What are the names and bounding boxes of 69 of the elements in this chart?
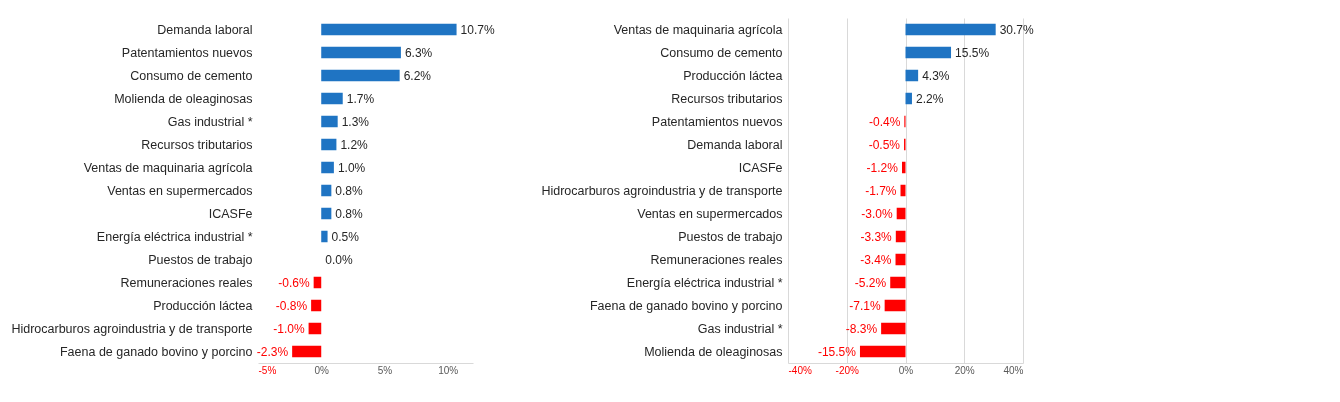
- data-label: 6.3%: [404, 45, 433, 60]
- x-tick-label: 0%: [898, 364, 914, 376]
- x-tick-label: -20%: [835, 364, 860, 376]
- y-tick-label: Demanda laboral: [157, 22, 253, 37]
- y-tick-label: Hidrocarburos agroindustria y de transporte: [541, 183, 783, 198]
- x-tick-label: 10%: [438, 364, 459, 376]
- x-tick-label: 5%: [377, 364, 393, 376]
- data-label: -3.0%: [861, 206, 894, 221]
- y-tick-label: Puestos de trabajo: [678, 229, 783, 244]
- y-tick-label: Faena de ganado bovino y porcino: [589, 298, 783, 313]
- y-tick-label: Consumo de cemento: [660, 45, 783, 60]
- y-tick-label: Patentamientos nuevos: [121, 45, 253, 60]
- data-label: 4.3%: [922, 68, 950, 83]
- y-tick-label: Demanda laboral: [687, 137, 783, 152]
- data-label: 0.8%: [335, 183, 364, 198]
- y-tick-label: Molienda de oleaginosas: [114, 91, 253, 106]
- y-tick-label: ICASFe: [208, 206, 253, 221]
- y-tick-label: Gas industrial *: [167, 114, 253, 129]
- x-tick-label: 20%: [954, 364, 975, 376]
- data-label: -0.5%: [868, 137, 901, 152]
- y-tick-label: Producción láctea: [153, 298, 253, 313]
- data-label: -1.2%: [866, 160, 899, 175]
- y-tick-label: Patentamientos nuevos: [651, 114, 783, 129]
- y-tick-label: Recursos tributarios: [671, 91, 783, 106]
- y-tick-label: Energía eléctrica industrial *: [626, 275, 783, 290]
- x-tick-label: 0%: [314, 364, 330, 376]
- y-tick-label: Hidrocarburos agroindustria y de transporte: [11, 321, 253, 336]
- y-tick-label: Remuneraciones reales: [650, 252, 783, 267]
- data-label: 0.8%: [335, 206, 364, 221]
- data-label: -1.0%: [273, 321, 305, 336]
- data-label: -8.3%: [845, 321, 878, 336]
- data-label: 30.7%: [999, 22, 1035, 37]
- data-label: -3.4%: [860, 252, 892, 267]
- data-label: 1.7%: [346, 91, 375, 106]
- data-label: 2.2%: [915, 91, 944, 106]
- y-tick-label: Faena de ganado bovino y porcino: [59, 344, 253, 359]
- data-label: -0.8%: [275, 298, 308, 313]
- data-label: -7.1%: [849, 298, 881, 313]
- y-tick-label: Remuneraciones reales: [120, 275, 253, 290]
- x-tick-label: -5%: [258, 364, 277, 376]
- y-tick-label: Molienda de oleaginosas: [644, 344, 783, 359]
- data-label: -0.6%: [278, 275, 310, 290]
- y-tick-label: Ventas de maquinaria agrícola: [83, 160, 253, 175]
- y-tick-label: Ventas en supermercados: [637, 206, 783, 221]
- data-label: -0.4%: [868, 114, 901, 129]
- data-label: 15.5%: [955, 45, 990, 60]
- data-label: 1.0%: [337, 160, 366, 175]
- y-tick-label: Puestos de trabajo: [148, 252, 253, 267]
- data-label: -3.3%: [860, 229, 893, 244]
- y-tick-label: Producción láctea: [683, 68, 783, 83]
- y-tick-label: Gas industrial *: [697, 321, 783, 336]
- data-label: 1.3%: [341, 114, 370, 129]
- data-label: -2.3%: [256, 344, 289, 359]
- data-label: 10.7%: [460, 22, 495, 37]
- y-tick-label: Consumo de cemento: [130, 68, 253, 83]
- data-label: -15.5%: [817, 344, 857, 359]
- y-tick-label: Ventas de maquinaria agrícola: [613, 22, 783, 37]
- y-tick-label: Energía eléctrica industrial *: [96, 229, 253, 244]
- data-label: 1.2%: [340, 137, 369, 152]
- y-tick-label: Recursos tributarios: [141, 137, 253, 152]
- x-tick-label: 40%: [1003, 364, 1024, 376]
- data-label: -5.2%: [854, 275, 887, 290]
- data-label: 0.5%: [331, 229, 360, 244]
- data-label: 0.0%: [325, 252, 353, 267]
- data-label: 6.2%: [403, 68, 432, 83]
- y-tick-label: ICASFe: [738, 160, 783, 175]
- data-label: -1.7%: [865, 183, 897, 198]
- x-tick-label: -40%: [788, 364, 812, 376]
- y-tick-label: Ventas en supermercados: [107, 183, 253, 198]
